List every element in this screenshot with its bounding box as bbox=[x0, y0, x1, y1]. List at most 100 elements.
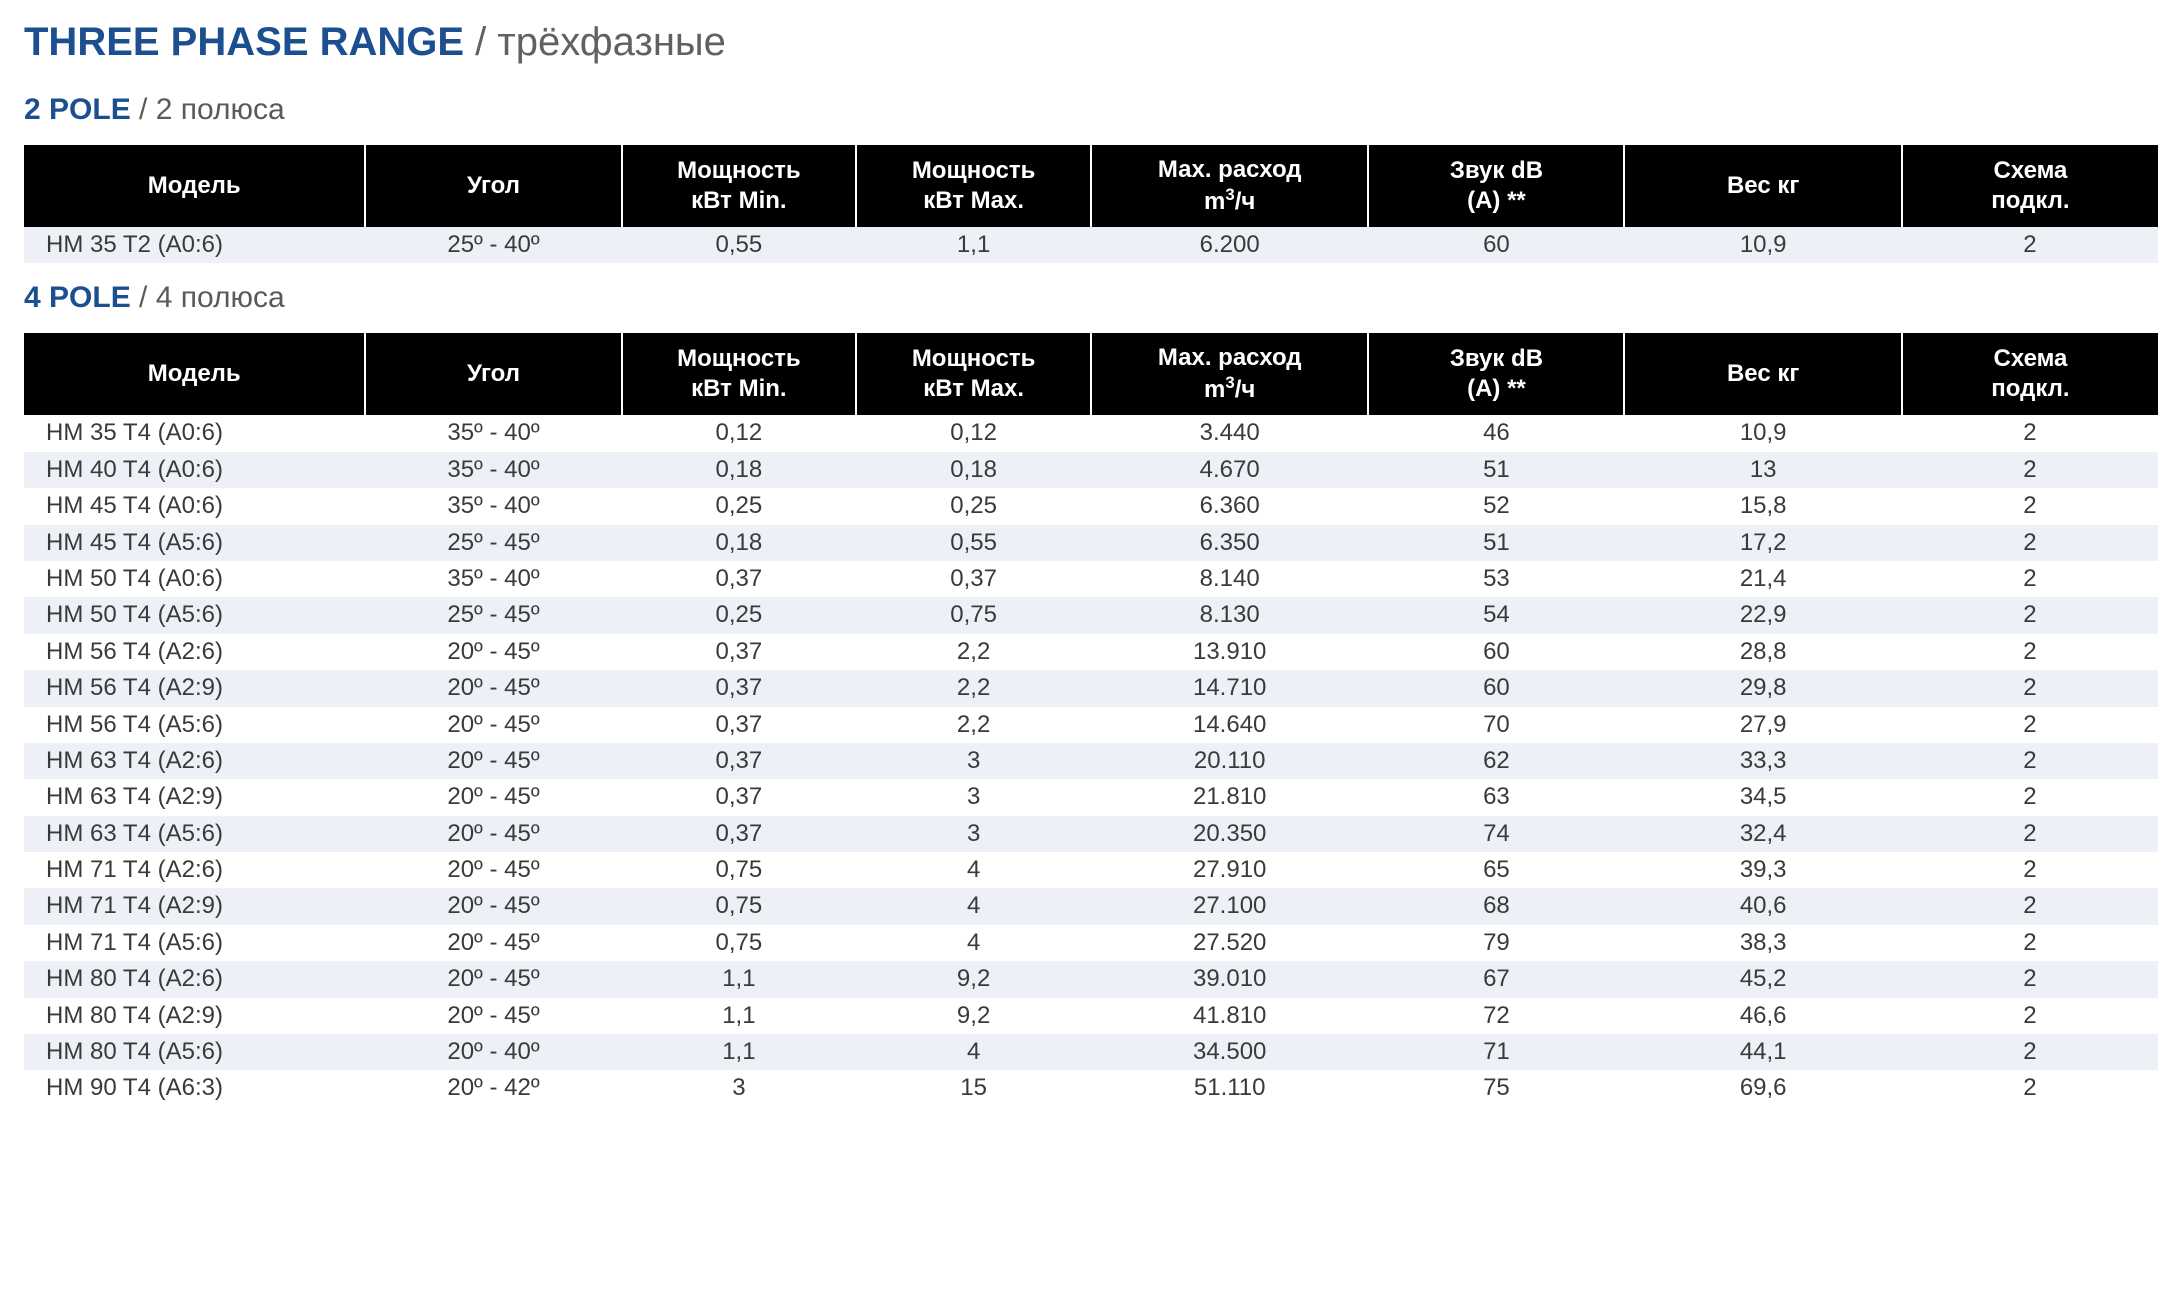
cell-value: 2 bbox=[1902, 1070, 2158, 1106]
cell-value: 22,9 bbox=[1624, 597, 1901, 633]
cell-model: HM 35 T4 (A0:6) bbox=[24, 415, 365, 451]
sections-container: 2 POLE / 2 полюсаМодельУголМощностькВт M… bbox=[24, 93, 2158, 1107]
table-row: HM 90 T4 (A6:3)20º - 42º31551.1107569,62 bbox=[24, 1070, 2158, 1106]
cell-value: 20º - 45º bbox=[365, 634, 621, 670]
table-row: HM 80 T4 (A5:6)20º - 40º1,1434.5007144,1… bbox=[24, 1034, 2158, 1070]
table-header-cell: Схемаподкл. bbox=[1902, 145, 2158, 227]
cell-value: 2 bbox=[1902, 707, 2158, 743]
cell-value: 0,37 bbox=[622, 743, 857, 779]
cell-value: 63 bbox=[1368, 779, 1624, 815]
cell-value: 39,3 bbox=[1624, 852, 1901, 888]
table-header-cell: Вес кг bbox=[1624, 145, 1901, 227]
cell-value: 33,3 bbox=[1624, 743, 1901, 779]
table-row: HM 56 T4 (A2:9)20º - 45º0,372,214.710602… bbox=[24, 670, 2158, 706]
cell-value: 8.130 bbox=[1091, 597, 1368, 633]
cell-model: HM 35 T2 (A0:6) bbox=[24, 227, 365, 263]
cell-model: HM 45 T4 (A0:6) bbox=[24, 488, 365, 524]
cell-value: 0,12 bbox=[856, 415, 1091, 451]
cell-value: 25º - 45º bbox=[365, 597, 621, 633]
cell-value: 0,55 bbox=[622, 227, 857, 263]
cell-value: 6.350 bbox=[1091, 525, 1368, 561]
cell-value: 9,2 bbox=[856, 998, 1091, 1034]
spec-table: МодельУголМощностькВт Min.МощностькВт Ma… bbox=[24, 333, 2158, 1106]
table-row: HM 63 T4 (A2:6)20º - 45º0,37320.1106233,… bbox=[24, 743, 2158, 779]
table-header-cell: МощностькВт Max. bbox=[856, 145, 1091, 227]
cell-value: 20.350 bbox=[1091, 816, 1368, 852]
cell-value: 35º - 40º bbox=[365, 452, 621, 488]
cell-value: 41.810 bbox=[1091, 998, 1368, 1034]
cell-value: 46 bbox=[1368, 415, 1624, 451]
table-header-row: МодельУголМощностькВт Min.МощностькВт Ma… bbox=[24, 145, 2158, 227]
cell-model: HM 50 T4 (A5:6) bbox=[24, 597, 365, 633]
cell-value: 2 bbox=[1902, 488, 2158, 524]
cell-value: 60 bbox=[1368, 634, 1624, 670]
cell-value: 4.670 bbox=[1091, 452, 1368, 488]
cell-value: 1,1 bbox=[622, 961, 857, 997]
cell-value: 1,1 bbox=[622, 1034, 857, 1070]
cell-model: HM 71 T4 (A5:6) bbox=[24, 925, 365, 961]
cell-value: 0,12 bbox=[622, 415, 857, 451]
cell-value: 21.810 bbox=[1091, 779, 1368, 815]
cell-value: 0,37 bbox=[622, 561, 857, 597]
cell-value: 20º - 45º bbox=[365, 888, 621, 924]
cell-value: 0,37 bbox=[622, 707, 857, 743]
section-title-strong: 2 POLE bbox=[24, 93, 131, 126]
cell-value: 17,2 bbox=[1624, 525, 1901, 561]
table-row: HM 56 T4 (A2:6)20º - 45º0,372,213.910602… bbox=[24, 634, 2158, 670]
table-row: HM 35 T4 (A0:6)35º - 40º0,120,123.440461… bbox=[24, 415, 2158, 451]
cell-value: 68 bbox=[1368, 888, 1624, 924]
cell-value: 2 bbox=[1902, 525, 2158, 561]
table-row: HM 40 T4 (A0:6)35º - 40º0,180,184.670511… bbox=[24, 452, 2158, 488]
table-header-cell: Угол bbox=[365, 145, 621, 227]
table-header-cell: Мах. расходm3/ч bbox=[1091, 333, 1368, 415]
cell-model: HM 56 T4 (A2:9) bbox=[24, 670, 365, 706]
table-header-cell: МощностькВт Max. bbox=[856, 333, 1091, 415]
cell-value: 14.710 bbox=[1091, 670, 1368, 706]
cell-model: HM 90 T4 (A6:3) bbox=[24, 1070, 365, 1106]
cell-value: 0,37 bbox=[622, 779, 857, 815]
cell-value: 72 bbox=[1368, 998, 1624, 1034]
table-row: HM 71 T4 (A2:9)20º - 45º0,75427.1006840,… bbox=[24, 888, 2158, 924]
cell-value: 2 bbox=[1902, 743, 2158, 779]
spec-table: МодельУголМощностькВт Min.МощностькВт Ma… bbox=[24, 145, 2158, 263]
table-row: HM 63 T4 (A5:6)20º - 45º0,37320.3507432,… bbox=[24, 816, 2158, 852]
page-title-rest: / трёхфазные bbox=[464, 20, 726, 64]
cell-value: 20º - 45º bbox=[365, 779, 621, 815]
cell-value: 44,1 bbox=[1624, 1034, 1901, 1070]
cell-value: 15 bbox=[856, 1070, 1091, 1106]
cell-value: 20º - 45º bbox=[365, 670, 621, 706]
cell-value: 27.100 bbox=[1091, 888, 1368, 924]
cell-value: 2,2 bbox=[856, 670, 1091, 706]
table-header-cell: Вес кг bbox=[1624, 333, 1901, 415]
table-header-cell: Схемаподкл. bbox=[1902, 333, 2158, 415]
cell-model: HM 45 T4 (A5:6) bbox=[24, 525, 365, 561]
cell-value: 35º - 40º bbox=[365, 488, 621, 524]
cell-value: 4 bbox=[856, 1034, 1091, 1070]
cell-value: 27,9 bbox=[1624, 707, 1901, 743]
cell-value: 32,4 bbox=[1624, 816, 1901, 852]
table-row: HM 50 T4 (A5:6)25º - 45º0,250,758.130542… bbox=[24, 597, 2158, 633]
cell-value: 3 bbox=[856, 743, 1091, 779]
cell-value: 0,37 bbox=[622, 670, 857, 706]
cell-value: 25º - 45º bbox=[365, 525, 621, 561]
table-row: HM 80 T4 (A2:9)20º - 45º1,19,241.8107246… bbox=[24, 998, 2158, 1034]
table-row: HM 45 T4 (A5:6)25º - 45º0,180,556.350511… bbox=[24, 525, 2158, 561]
cell-model: HM 63 T4 (A2:9) bbox=[24, 779, 365, 815]
cell-value: 15,8 bbox=[1624, 488, 1901, 524]
cell-value: 0,75 bbox=[622, 888, 857, 924]
cell-value: 20º - 45º bbox=[365, 852, 621, 888]
table-header-cell: Модель bbox=[24, 333, 365, 415]
cell-value: 51 bbox=[1368, 452, 1624, 488]
cell-value: 46,6 bbox=[1624, 998, 1901, 1034]
page-title-strong: THREE PHASE RANGE bbox=[24, 20, 464, 64]
table-header-cell: Угол bbox=[365, 333, 621, 415]
cell-value: 39.010 bbox=[1091, 961, 1368, 997]
table-header-cell: Мах. расходm3/ч bbox=[1091, 145, 1368, 227]
cell-value: 70 bbox=[1368, 707, 1624, 743]
table-row: HM 56 T4 (A5:6)20º - 45º0,372,214.640702… bbox=[24, 707, 2158, 743]
cell-value: 14.640 bbox=[1091, 707, 1368, 743]
cell-value: 2 bbox=[1902, 961, 2158, 997]
cell-value: 74 bbox=[1368, 816, 1624, 852]
cell-model: HM 50 T4 (A0:6) bbox=[24, 561, 365, 597]
cell-value: 13.910 bbox=[1091, 634, 1368, 670]
